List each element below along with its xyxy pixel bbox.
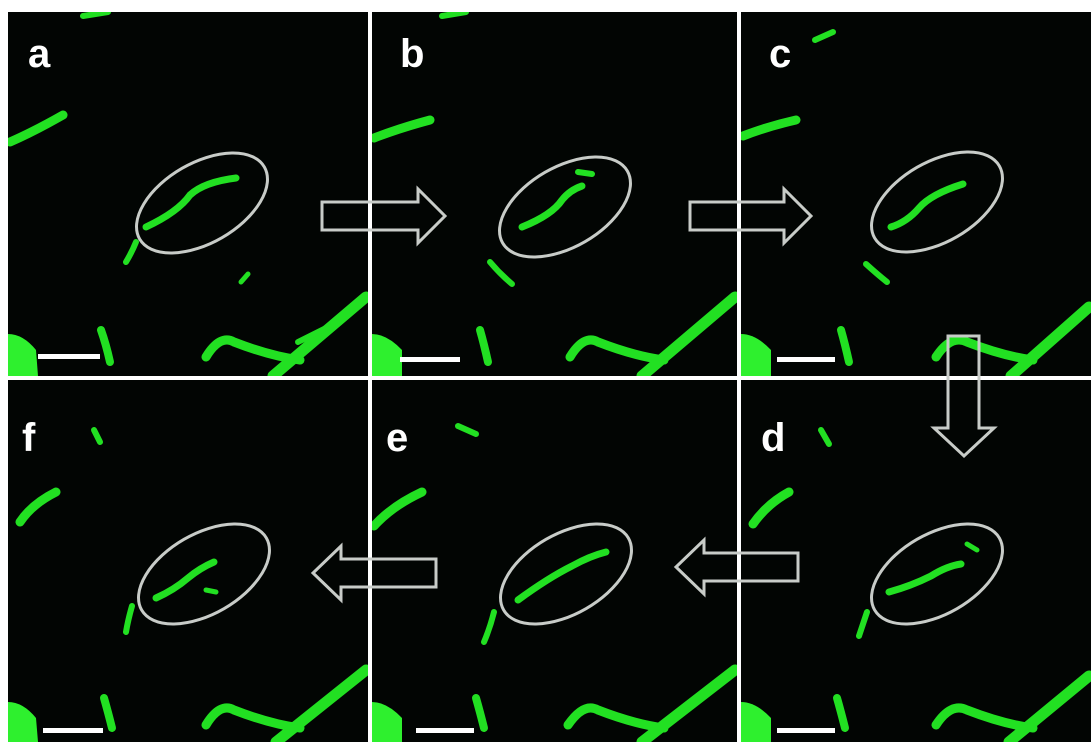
fluorescence-image-a xyxy=(8,12,368,376)
panel-label-b: b xyxy=(400,32,425,76)
panel-d: d xyxy=(741,380,1091,742)
panel-label-a: a xyxy=(28,32,51,76)
panel-label-f: f xyxy=(22,416,36,460)
fluorescence-image-c xyxy=(741,29,1091,376)
fluorescence-image-e xyxy=(372,423,737,742)
panel-label-d: d xyxy=(761,416,786,460)
panel-e: e xyxy=(372,380,737,742)
panel-f: f xyxy=(8,380,368,742)
panel-label-e: e xyxy=(386,416,409,460)
fluorescence-image-f xyxy=(8,427,368,742)
panel-c: c xyxy=(741,12,1091,376)
fluorescence-image-d xyxy=(741,427,1091,742)
fluorescence-image-b xyxy=(372,12,737,376)
panel-a: a xyxy=(8,12,368,376)
panel-b: b xyxy=(372,12,737,376)
panel-label-c: c xyxy=(769,32,792,76)
